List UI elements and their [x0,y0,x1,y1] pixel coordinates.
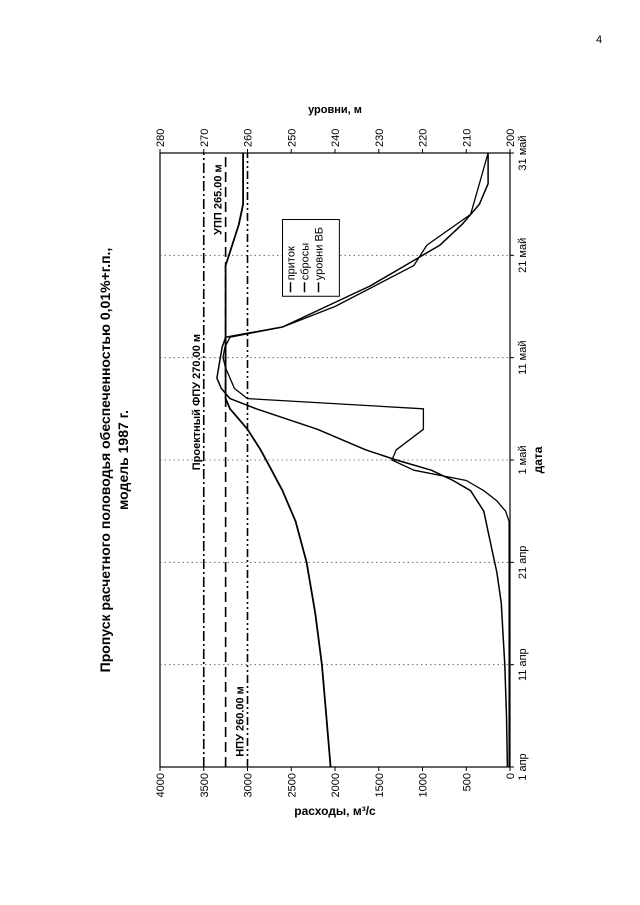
x-tick-label: 21 май [517,238,529,273]
y-left-tick-label: 1000 [418,773,430,797]
series-line [222,152,510,767]
reference-line-label: НПУ 260.00 м [235,686,247,757]
y-left-tick-label: 500 [461,773,473,791]
y-left-tick-label: 3500 [199,773,211,797]
x-tick-label: 1 май [517,446,529,475]
legend-label: сбросы [300,243,312,281]
x-tick-label: 11 апр [517,648,529,681]
chart-subtitle: модель 1987 г. [115,410,131,510]
legend-box [282,219,340,297]
y-right-tick-label: 280 [155,129,167,147]
x-tick-label: 31 май [517,135,529,170]
chart-rotated-group: 1 апр 11 апр 21 апр 1 май 11 май 21 май 31 май… [97,104,545,818]
y-left-tick-label: 0 [505,773,517,779]
y-right-tick-label: 260 [243,129,255,147]
y-right-axis-label: уровни, м [308,104,362,116]
y-left-tick-label: 2000 [330,773,342,797]
reference-line-label: Проектный ФПУ 270.00 м [191,334,203,470]
reference-line-label: УПП 265.00 м [213,164,225,235]
y-left-tick-label: 4000 [155,773,167,797]
y-right-tick-label: 210 [461,129,473,147]
y-right-tick-label: 250 [286,129,298,147]
y-left-tick-label: 1500 [374,773,386,797]
y-right-tick-label: 270 [199,129,211,147]
series-line [224,153,332,768]
y-left-tick-label: 3000 [243,773,255,797]
y-right-tick-label: 220 [418,129,430,147]
y-right-tick-label: 230 [374,129,386,147]
y-left-tick-label: 2500 [286,773,298,797]
legend-label: приток [286,246,298,280]
y-left-axis-label: расходы, м³/с [294,804,376,818]
x-tick-label: 11 май [517,341,529,375]
series-line [216,153,509,768]
chart-title: Пропуск расчетного половодья обеспеченно… [97,248,113,673]
legend-label: уровни ВБ [314,227,326,280]
y-right-tick-label: 240 [330,129,342,147]
x-tick-label: 1 апр [517,753,529,780]
x-axis-label: дата [531,446,545,473]
page-number: 4 [596,34,603,46]
x-tick-label: 21 апр [517,546,529,579]
y-right-tick-label: 200 [505,129,517,147]
